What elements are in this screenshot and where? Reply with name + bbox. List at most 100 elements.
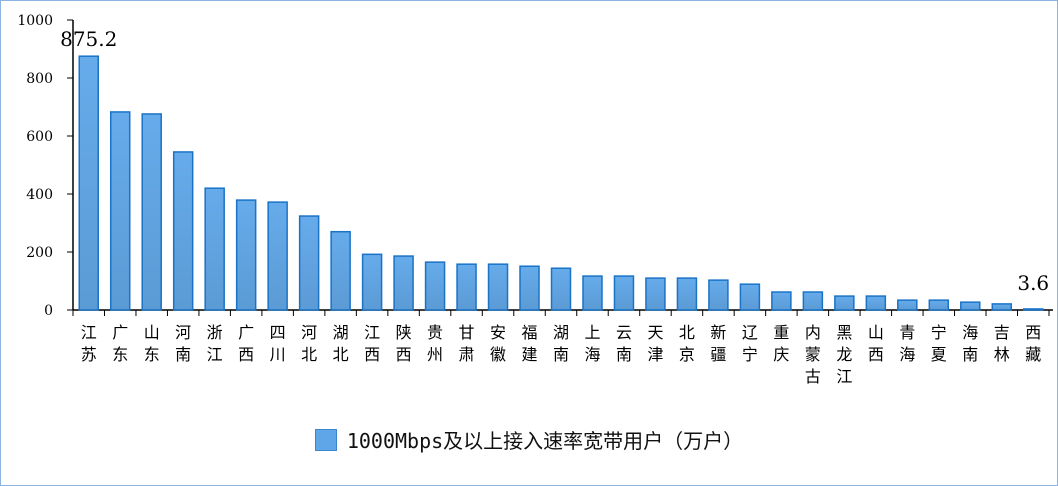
y-tick-label: 1000: [17, 13, 53, 29]
x-tick-label: 安: [490, 323, 506, 342]
y-tick-label: 800: [26, 71, 53, 87]
bar-江西: [361, 253, 383, 311]
bar-福建: [519, 265, 540, 311]
bar-贵州: [424, 261, 446, 311]
x-tick-label: 山: [144, 323, 160, 342]
x-tick-label: 南: [553, 345, 569, 364]
y-tick-label: 0: [44, 303, 53, 319]
bar-云南: [613, 275, 635, 311]
x-tick-label: 京: [679, 345, 695, 364]
bar-内蒙古: [802, 291, 824, 311]
x-tick-label: 建: [522, 345, 538, 364]
x-tick-label: 海: [899, 345, 915, 364]
bar-海南: [960, 301, 981, 311]
x-tick-label: 重: [773, 323, 789, 342]
x-tick-label: 江: [207, 345, 223, 364]
x-tick-label: 藏: [1025, 345, 1041, 364]
x-tick-label: 吉: [994, 323, 1010, 342]
x-tick-label: 庆: [773, 345, 789, 364]
x-tick-label: 苏: [81, 345, 97, 364]
x-tick-label: 龙: [836, 345, 852, 364]
legend-swatch: [314, 429, 337, 451]
x-tick-label: 陕: [396, 323, 412, 342]
x-tick-label: 疆: [710, 345, 726, 364]
x-tick-label: 黑: [836, 323, 852, 342]
x-tick-label: 贵: [427, 323, 443, 342]
y-tick-label: 600: [26, 129, 53, 145]
bar-河南: [172, 151, 194, 311]
x-tick-label: 林: [994, 345, 1010, 364]
x-tick-label: 江: [81, 323, 97, 342]
x-tick-label: 河: [175, 323, 191, 342]
bar-黑龙江: [834, 295, 855, 311]
x-tick-label: 福: [522, 323, 538, 342]
x-tick-label: 甘: [459, 323, 475, 342]
bar-山西: [865, 295, 887, 311]
bar-北京: [676, 277, 698, 311]
x-tick-label: 云: [616, 323, 632, 342]
x-tick-label: 海: [584, 345, 600, 364]
bar-上海: [582, 275, 603, 311]
bar-河北: [298, 215, 320, 311]
x-tick-label: 湖: [553, 323, 569, 342]
x-tick-label: 北: [679, 323, 695, 342]
x-tick-label: 广: [238, 323, 254, 342]
x-tick-label: 上: [584, 323, 600, 342]
bar-吉林: [991, 303, 1013, 311]
x-tick-label: 西: [868, 345, 884, 364]
bar-安徽: [487, 263, 509, 311]
x-tick-label: 东: [144, 345, 160, 364]
x-tick-label: 内: [805, 323, 821, 342]
bar-西藏: [1023, 308, 1044, 311]
x-tick-label: 四: [270, 323, 286, 342]
bar-江苏: [78, 55, 99, 311]
bar-新疆: [708, 279, 729, 311]
data-label: 875.2: [60, 27, 117, 51]
x-tick-label: 宁: [931, 323, 947, 342]
x-tick-label: 州: [427, 345, 443, 364]
x-tick-label: 江: [836, 367, 852, 386]
bar-天津: [645, 277, 666, 311]
bar-四川: [267, 201, 288, 311]
legend-label: 1000Mbps及以上接入速率宽带用户（万户）: [346, 429, 744, 453]
x-tick-label: 南: [175, 345, 191, 364]
bar-重庆: [771, 291, 792, 311]
bar-辽宁: [739, 283, 761, 311]
y-tick-label: 400: [26, 187, 53, 203]
bar-浙江: [204, 187, 225, 311]
x-tick-label: 北: [301, 345, 317, 364]
x-tick-label: 湖: [333, 323, 349, 342]
x-tick-label: 西: [1025, 323, 1041, 342]
x-tick-label: 辽: [742, 323, 758, 342]
bar-chart: 02004006008001000江苏广东山东河南浙江广西四川河北湖北江西陕西贵…: [17, 13, 1053, 386]
x-tick-label: 青: [899, 323, 915, 342]
x-tick-label: 徽: [490, 345, 506, 364]
x-tick-label: 北: [333, 345, 349, 364]
x-tick-label: 夏: [931, 345, 947, 364]
y-tick-label: 200: [26, 245, 53, 261]
x-tick-label: 川: [270, 345, 286, 364]
bar-甘肃: [456, 263, 477, 311]
x-tick-label: 西: [238, 345, 254, 364]
x-tick-label: 南: [962, 345, 978, 364]
x-tick-label: 天: [647, 323, 663, 342]
x-tick-label: 西: [364, 345, 380, 364]
x-tick-label: 肃: [459, 345, 475, 364]
x-tick-label: 东: [112, 345, 128, 364]
x-tick-label: 江: [364, 323, 380, 342]
x-tick-label: 新: [710, 323, 726, 342]
bar-湖北: [330, 230, 351, 311]
x-tick-label: 蒙: [805, 345, 821, 364]
x-tick-label: 津: [647, 345, 663, 364]
bar-青海: [897, 299, 918, 311]
x-tick-label: 西: [396, 345, 412, 364]
bar-宁夏: [928, 299, 950, 311]
x-tick-label: 河: [301, 323, 317, 342]
bar-广东: [109, 111, 131, 311]
x-tick-label: 山: [868, 323, 884, 342]
legend: 1000Mbps及以上接入速率宽带用户（万户）: [1, 425, 1057, 454]
x-tick-label: 古: [805, 367, 821, 386]
bar-湖南: [550, 267, 572, 311]
x-tick-label: 广: [112, 323, 128, 342]
x-tick-label: 宁: [742, 345, 758, 364]
